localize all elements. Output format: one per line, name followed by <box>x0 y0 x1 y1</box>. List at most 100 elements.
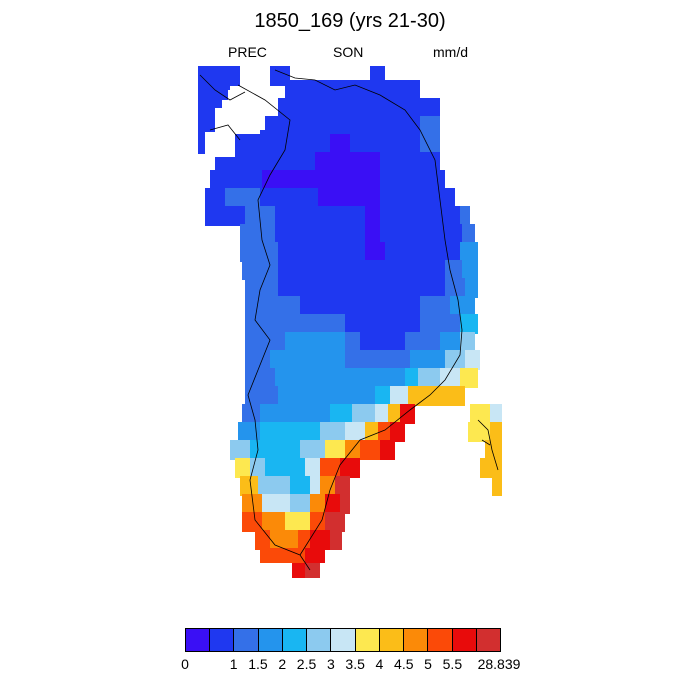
grid-cell <box>465 278 478 298</box>
grid-cell <box>380 350 410 370</box>
grid-cell <box>330 170 380 190</box>
grid-cell <box>242 260 278 280</box>
grid-cell <box>230 440 250 460</box>
grid-cell <box>445 260 462 280</box>
grid-cell <box>205 206 245 226</box>
grid-cell <box>305 458 320 478</box>
grid-cell <box>428 386 465 406</box>
grid-cell <box>235 458 250 478</box>
grid-cell <box>480 458 502 478</box>
colorbar-tick-label: 1 <box>229 656 238 672</box>
grid-cell <box>240 476 258 496</box>
grid-cell <box>445 350 465 370</box>
grid-cell <box>292 563 305 578</box>
grid-cell <box>470 404 490 424</box>
grid-cell <box>262 512 285 532</box>
grid-cell <box>490 422 502 442</box>
grid-cell <box>270 350 285 370</box>
colorbar-tick-label: 0 <box>181 656 189 672</box>
grid-cell <box>460 242 478 262</box>
grid-cell <box>345 314 420 334</box>
colorbar-tick-label: 2 <box>278 656 287 672</box>
colorbar-tick-label: 2.5 <box>296 656 317 672</box>
grid-cell <box>420 314 460 334</box>
grid-cell <box>310 530 330 550</box>
grid-cell <box>330 404 352 424</box>
colorbar-tick-labels: 0 1 1.5 2 2.5 3 3.5 4 4.5 5 5.5 28.839 <box>181 656 520 676</box>
grid-cell <box>325 512 345 532</box>
grid-cell <box>440 368 460 388</box>
grid-cell <box>245 314 345 334</box>
grid-cell <box>478 422 490 442</box>
coastline-island <box>477 419 499 471</box>
grid-cell <box>390 422 405 442</box>
grid-cell <box>490 404 502 424</box>
grid-cell <box>365 224 380 244</box>
grid-cell <box>260 188 318 208</box>
grid-cell <box>365 242 385 262</box>
grid-cell <box>210 170 262 190</box>
grid-cell <box>275 206 365 226</box>
grid-cell <box>340 458 360 478</box>
grid-cell <box>235 134 330 154</box>
colorbar-tick-label: 3.5 <box>345 656 365 672</box>
colorbar-swatch <box>379 629 405 651</box>
grid-cell <box>255 530 270 550</box>
grid-cell <box>345 422 365 442</box>
grid-cell <box>492 476 502 496</box>
grid-cell <box>380 440 395 460</box>
grid-cell <box>408 386 428 406</box>
grid-cell <box>270 530 298 550</box>
grid-cell <box>375 404 388 424</box>
grid-cell <box>335 476 350 496</box>
grid-cell <box>345 350 360 370</box>
grid-cell <box>388 404 400 424</box>
grid-cell <box>300 440 325 460</box>
colorbar-tick-label: 5 <box>424 656 432 672</box>
map-gap <box>205 132 235 157</box>
grid-cell <box>298 530 310 550</box>
map-gap <box>215 108 265 130</box>
grid-cell <box>245 368 275 388</box>
coastline <box>199 69 499 571</box>
grid-cell <box>330 530 342 550</box>
grid-cell <box>418 368 440 388</box>
colorbar-swatch <box>210 629 235 651</box>
grid-cell <box>365 422 378 442</box>
grid-cell <box>380 224 462 244</box>
grid-cell <box>460 206 470 226</box>
grid-cell <box>278 386 375 406</box>
grid-cell <box>310 494 325 514</box>
grid-cell <box>265 458 305 478</box>
grid-cell <box>198 116 215 136</box>
grid-cell <box>390 386 408 406</box>
grid-cell <box>278 242 365 262</box>
grid-cell <box>320 422 345 442</box>
grid-cell <box>325 440 345 460</box>
grid-cell <box>320 458 340 478</box>
grid-cell <box>385 368 405 388</box>
colorbar-swatch <box>234 629 259 651</box>
grid-cell <box>450 296 475 316</box>
colorbar-tick-label: 4 <box>375 656 384 672</box>
grid-cell <box>240 242 278 262</box>
grid-cell <box>460 314 478 334</box>
grid-cell <box>260 548 290 563</box>
grid-cell <box>285 332 345 352</box>
grid-cell <box>275 368 385 388</box>
grid-cell <box>462 260 478 280</box>
grid-cell <box>310 512 325 532</box>
grid-cell <box>465 350 480 370</box>
colorbar-swatch <box>186 629 211 651</box>
grid-cell <box>360 332 405 352</box>
colorbar-tick-label: 3 <box>326 656 335 672</box>
grid-cell <box>380 188 455 208</box>
grid-cell <box>285 512 310 532</box>
grid-cell <box>262 494 290 514</box>
grid-cell <box>310 476 320 496</box>
grid-cell <box>240 224 275 244</box>
coastline-north <box>199 74 246 141</box>
grid-cell <box>420 296 450 316</box>
grid-cell <box>325 494 340 514</box>
